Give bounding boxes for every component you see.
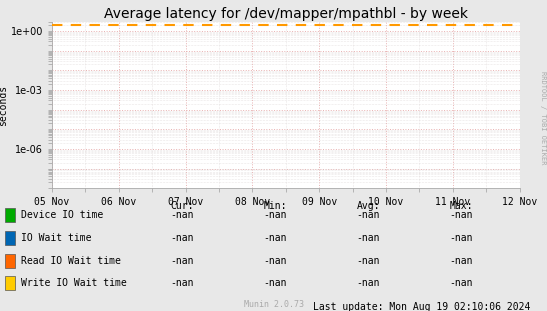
Text: -nan: -nan xyxy=(357,210,380,220)
Text: -nan: -nan xyxy=(171,256,194,266)
Text: -nan: -nan xyxy=(264,278,287,289)
Text: -nan: -nan xyxy=(264,233,287,243)
Text: Last update: Mon Aug 19 02:10:06 2024: Last update: Mon Aug 19 02:10:06 2024 xyxy=(313,302,531,311)
Text: -nan: -nan xyxy=(450,278,473,289)
Text: -nan: -nan xyxy=(357,278,380,289)
Text: -nan: -nan xyxy=(171,210,194,220)
Text: -nan: -nan xyxy=(171,233,194,243)
Text: Write IO Wait time: Write IO Wait time xyxy=(21,278,126,289)
Text: IO Wait time: IO Wait time xyxy=(21,233,91,243)
Text: Avg:: Avg: xyxy=(357,201,380,211)
Text: -nan: -nan xyxy=(264,210,287,220)
Text: Munin 2.0.73: Munin 2.0.73 xyxy=(243,299,304,309)
Text: Read IO Wait time: Read IO Wait time xyxy=(21,256,121,266)
Y-axis label: seconds: seconds xyxy=(0,84,8,126)
Text: -nan: -nan xyxy=(171,278,194,289)
Text: -nan: -nan xyxy=(264,256,287,266)
Text: Min:: Min: xyxy=(264,201,287,211)
Text: -nan: -nan xyxy=(357,233,380,243)
Text: Cur:: Cur: xyxy=(171,201,194,211)
Text: RRDTOOL / TOBI OETIKER: RRDTOOL / TOBI OETIKER xyxy=(540,72,546,165)
Text: Device IO time: Device IO time xyxy=(21,210,103,220)
Title: Average latency for /dev/mapper/mpathbl - by week: Average latency for /dev/mapper/mpathbl … xyxy=(104,7,468,21)
Text: -nan: -nan xyxy=(450,210,473,220)
Text: -nan: -nan xyxy=(450,233,473,243)
Text: -nan: -nan xyxy=(450,256,473,266)
Text: -nan: -nan xyxy=(357,256,380,266)
Text: Max:: Max: xyxy=(450,201,473,211)
